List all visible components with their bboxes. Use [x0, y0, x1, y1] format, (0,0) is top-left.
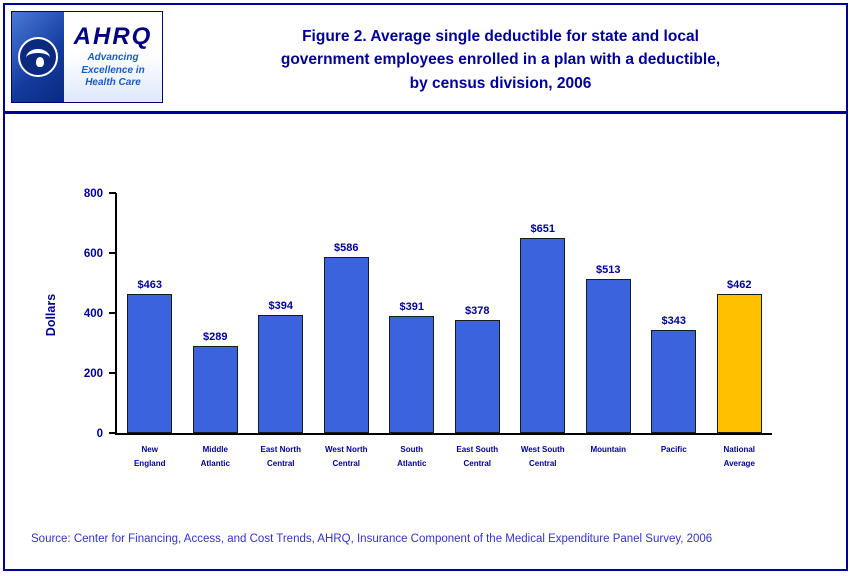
y-axis-title: Dollars	[44, 293, 58, 337]
bar-value-label: $394	[268, 299, 293, 312]
bar-slot: $343	[641, 193, 707, 433]
y-tick-mark	[109, 252, 116, 254]
y-tick-label: 200	[83, 368, 103, 380]
ahrq-tagline: Advancing Excellence in Health Care	[81, 52, 145, 89]
y-tick-mark	[109, 432, 116, 434]
bar	[585, 279, 631, 433]
y-axis-tick-marks	[109, 192, 116, 434]
bar	[716, 294, 762, 433]
figure-title: Figure 2. Average single deductible for …	[280, 28, 721, 92]
bar-slot: $651	[510, 193, 576, 433]
bar	[323, 257, 369, 433]
bar	[389, 315, 435, 433]
bar	[258, 314, 304, 433]
bar-value-label: $378	[465, 304, 490, 317]
bar-value-label: $462	[727, 279, 752, 292]
y-tick-mark	[109, 372, 116, 374]
hhs-seal-panel	[12, 12, 64, 102]
bar	[520, 237, 566, 433]
ahrq-wordmark: AHRQ	[73, 23, 153, 51]
x-axis-label: Pacific	[660, 445, 687, 454]
y-tick-label: 0	[96, 428, 103, 440]
bar-value-label: $513	[596, 264, 621, 277]
y-tick-label: 800	[83, 188, 103, 200]
ahrq-wordmark-panel: AHRQ Advancing Excellence in Health Care	[64, 12, 162, 102]
bar	[454, 319, 500, 433]
bar	[651, 330, 697, 433]
bar-value-label: $586	[334, 242, 359, 255]
x-axis-label: Middle Atlantic	[200, 445, 230, 469]
source-note: Source: Center for Financing, Access, an…	[31, 533, 713, 545]
y-tick-mark	[109, 192, 116, 194]
bar-value-label: $289	[203, 331, 228, 344]
bar-slot: $378	[445, 193, 511, 433]
x-axis-label: East South Central	[456, 445, 499, 469]
bars-row: $463 $289 $394 $586 $391 $378 $651 $513 $343 $462	[117, 193, 772, 433]
plot-area: $463 $289 $394 $586 $391 $378 $651 $513 $343 $462	[115, 193, 772, 435]
bar	[192, 346, 238, 433]
ahrq-logo: AHRQ Advancing Excellence in Health Care	[11, 11, 163, 103]
x-axis-label: West North Central	[324, 445, 368, 469]
bar-value-label: $463	[137, 279, 162, 292]
bar-slot: $586	[314, 193, 380, 433]
header-divider	[5, 111, 846, 114]
bar	[127, 294, 173, 433]
bar-slot: $513	[576, 193, 642, 433]
bar-value-label: $391	[399, 300, 424, 313]
bar-slot: $462	[707, 193, 773, 433]
y-tick-mark	[109, 312, 116, 314]
x-axis-labels: New England Middle Atlantic East North Cen…	[117, 443, 772, 472]
bar-value-label: $343	[661, 315, 686, 328]
hhs-seal-icon	[18, 37, 58, 77]
x-axis-label: National Average	[723, 445, 756, 469]
y-tick-label: 600	[83, 248, 103, 260]
x-axis-label: Mountain	[590, 445, 627, 454]
x-axis-label: South Atlantic	[397, 445, 427, 469]
figure-page: AHRQ Advancing Excellence in Health Care…	[3, 3, 848, 571]
bar-slot: $391	[379, 193, 445, 433]
x-axis-label: West South Central	[520, 445, 565, 469]
x-axis-label: East North Central	[260, 445, 301, 469]
bar-slot: $289	[183, 193, 249, 433]
y-axis-tick-labels: 0 200 400 600 800	[71, 188, 111, 440]
y-tick-label: 400	[83, 308, 103, 320]
bar-value-label: $651	[530, 222, 555, 235]
bar-slot: $463	[117, 193, 183, 433]
x-axis-label: New England	[133, 445, 166, 469]
bar-slot: $394	[248, 193, 314, 433]
